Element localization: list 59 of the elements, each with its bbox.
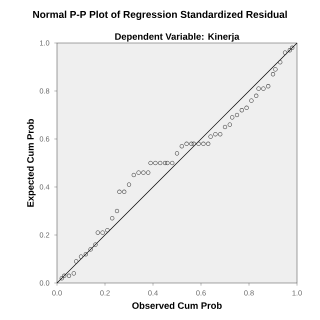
- point: [148, 160, 153, 166]
- point: [100, 230, 105, 235]
- point: [110, 216, 114, 220]
- point: [180, 144, 184, 148]
- point: [66, 274, 72, 278]
- point: [244, 106, 249, 110]
- point: [278, 60, 282, 64]
- point: [208, 134, 213, 139]
- x-axis-title: Observed Cum Prob: [132, 302, 222, 309]
- point: [261, 86, 266, 91]
- point: [170, 160, 174, 166]
- point: [189, 142, 194, 146]
- point: [122, 190, 126, 194]
- point: [230, 115, 234, 120]
- chart-subtitle: Dependent Variable: Kinerja: [115, 32, 240, 42]
- point: [234, 112, 240, 118]
- point: [146, 170, 150, 175]
- point: [165, 160, 170, 166]
- point: [206, 142, 210, 146]
- point: [174, 151, 180, 156]
- point: [162, 160, 168, 166]
- point: [136, 170, 141, 175]
- point: [273, 67, 278, 72]
- point: [60, 276, 64, 280]
- point: [96, 230, 100, 235]
- point: [196, 142, 201, 146]
- point: [184, 142, 189, 146]
- point: [105, 228, 110, 232]
- point: [117, 190, 122, 194]
- point: [249, 98, 254, 103]
- y-axis-title: Expected Cum Prob: [26, 119, 36, 207]
- point: [153, 160, 158, 166]
- point: [192, 142, 196, 146]
- point: [158, 160, 162, 166]
- point: [266, 84, 270, 88]
- point: [141, 170, 146, 175]
- point: [132, 172, 136, 178]
- point: [201, 142, 206, 146]
- point: [290, 46, 294, 50]
- point: [84, 252, 88, 256]
- point: [93, 242, 98, 247]
- point: [62, 274, 66, 278]
- point: [240, 108, 244, 112]
- point: [222, 124, 228, 130]
- point: [72, 271, 76, 276]
- point: [218, 132, 222, 136]
- point: [114, 208, 120, 214]
- point: [270, 72, 276, 76]
- point: [256, 86, 261, 91]
- chart-title: Normal P-P Plot of Regression Standardized Residual: [33, 10, 287, 20]
- point: [288, 48, 292, 52]
- point: [213, 132, 218, 136]
- point: [78, 254, 84, 259]
- point: [254, 94, 258, 98]
- point: [74, 259, 78, 264]
- point: [282, 50, 288, 55]
- point: [126, 182, 132, 187]
- point: [88, 247, 93, 252]
- point: [228, 122, 232, 127]
